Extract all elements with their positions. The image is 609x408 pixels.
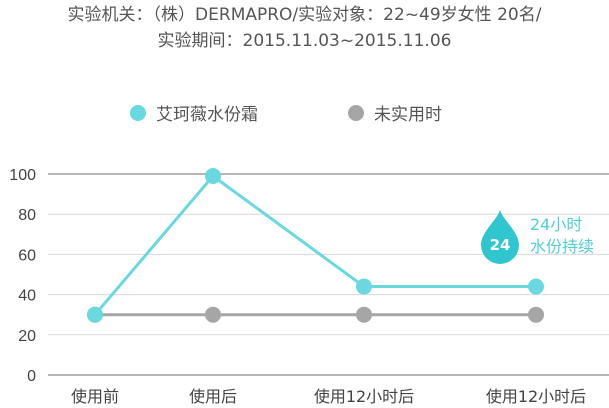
water-drop-icon — [481, 210, 519, 264]
chart-header: 实验机关：（株）DERMAPRO/实验对象：22~49岁女性 20名/ 实验期间… — [0, 4, 609, 52]
x-tick-label: 使用12小时后 — [314, 387, 414, 406]
header-line-1: 实验机关：（株）DERMAPRO/实验对象：22~49岁女性 20名/ — [67, 5, 542, 25]
legend-dot-icon — [348, 104, 364, 121]
y-tick-label: 60 — [18, 247, 36, 264]
data-point-series-1 — [87, 306, 103, 323]
series-line-1 — [93, 173, 536, 316]
series-lines — [87, 168, 544, 323]
y-tick-label: 100 — [9, 167, 36, 184]
y-axis-ticks: 0 20 40 60 80 100 — [9, 167, 36, 385]
header-line-2: 实验期间：2015.11.03~2015.11.06 — [157, 31, 452, 51]
y-tick-label: 0 — [27, 368, 36, 385]
callout-badge-text: 24 — [490, 236, 511, 254]
callout: 24 24小时 水份持续 — [481, 210, 594, 264]
x-tick-label: 使用12小时后 — [486, 387, 586, 406]
data-point-series-2 — [205, 306, 221, 323]
data-point-series-1 — [528, 278, 544, 295]
x-tick-label: 使用前 — [71, 387, 119, 406]
legend: 艾珂薇水份霜 未实用时 — [0, 100, 609, 125]
callout-line-1: 24小时 — [530, 215, 582, 234]
data-point-series-1 — [205, 168, 221, 185]
y-tick-label: 80 — [18, 207, 36, 224]
data-point-series-2 — [356, 306, 372, 323]
grid-lines — [48, 173, 609, 376]
legend-dot-icon — [130, 104, 146, 121]
data-point-series-1 — [356, 278, 372, 295]
legend-item-series-2: 未实用时 — [348, 100, 442, 125]
legend-label-series-1: 艾珂薇水份霜 — [156, 105, 258, 125]
data-point-series-2 — [528, 306, 544, 323]
callout-line-2: 水份持续 — [530, 237, 594, 256]
y-tick-label: 40 — [18, 288, 36, 305]
x-tick-label: 使用后 — [189, 387, 237, 406]
legend-label-series-2: 未实用时 — [374, 105, 442, 125]
x-axis-ticks: 使用前 使用后 使用12小时后 使用12小时后 — [71, 387, 586, 406]
legend-item-series-1: 艾珂薇水份霜 — [130, 100, 258, 125]
y-tick-label: 20 — [18, 328, 36, 345]
